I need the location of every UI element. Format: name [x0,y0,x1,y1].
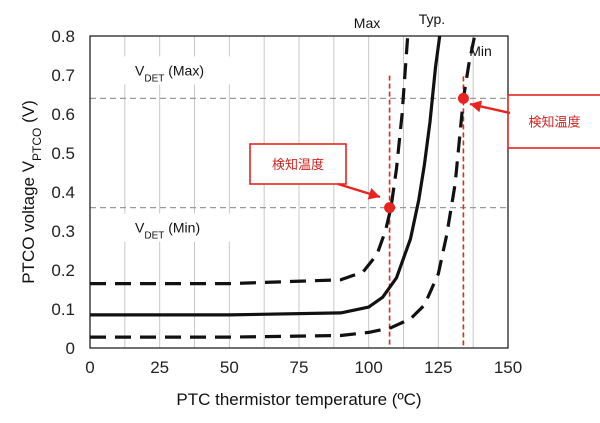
grid [124,36,474,348]
y-axis-title-unit: (V) [19,100,38,127]
y-axis-title: PTCO voltage VPTCO (V) [19,100,44,284]
detection-markers [384,92,469,214]
series-label: Typ. [419,11,445,27]
y-tick-label: 0.4 [51,183,75,202]
vdet-label: VDET (Max) [135,62,204,84]
y-tick-label: 0.1 [51,300,75,319]
callout-text: 検知温度 [528,115,580,131]
y-tick-label: 0.7 [51,66,75,85]
series-line-max [90,36,410,286]
vdet-label-box [123,213,231,242]
callout-arrowhead [367,188,380,200]
x-tick-label: 50 [220,358,239,377]
x-tick-label: 125 [424,358,452,377]
callout-text: 検知温度 [272,157,324,173]
callout-box [249,143,347,185]
y-tick-label: 0.8 [51,27,75,46]
vdet-label-box [123,56,231,85]
series-label: Max [354,15,380,31]
x-tick-label: 100 [354,358,382,377]
tick-labels: 0 25 50 75 100 125 150 0 0.1 0.2 0.3 0.4 0.5 0.6 0.7 0.… [51,27,522,377]
x-tick-label: 75 [290,358,309,377]
x-tick-label: 150 [494,358,522,377]
callout-box [507,94,600,149]
y-tick-label: 0.2 [51,261,75,280]
callout-arrowhead [470,100,483,113]
y-tick-label: 0.5 [51,144,75,163]
x-axis-title: PTC thermistor temperature (ºC) [176,390,421,409]
x-tick-label: 25 [150,358,169,377]
detection-point [384,202,396,214]
y-tick-label: 0.6 [51,105,75,124]
y-axis-title-main: PTCO voltage V [19,160,38,283]
y-axis-title-sub: PTCO [30,128,44,161]
series-label: Min [469,43,492,59]
x-tick-label: 0 [85,358,94,377]
detection-point [457,92,469,104]
y-tick-label: 0 [66,339,75,358]
y-tick-label: 0.3 [51,222,75,241]
vdet-label: VDET (Min) [135,220,200,242]
plot-frame [89,35,509,349]
series-line-typ [90,36,442,317]
